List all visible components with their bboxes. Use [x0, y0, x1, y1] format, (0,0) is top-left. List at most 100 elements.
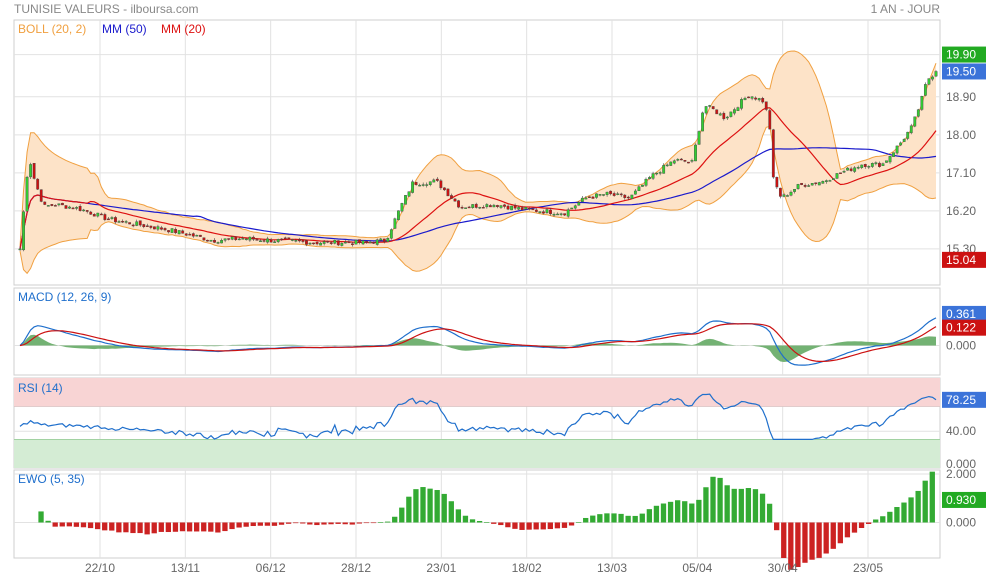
- candle-body: [22, 211, 25, 251]
- ewo-bar: [271, 522, 278, 526]
- ewo-bar: [370, 522, 377, 524]
- candle-body: [131, 224, 135, 227]
- x-tick-label: 22/10: [85, 561, 115, 575]
- chart-title: TUNISIE VALEURS - ilboursa.com: [14, 2, 199, 16]
- ewo-bar: [583, 517, 589, 523]
- ewo-bar: [222, 522, 228, 532]
- candle-body: [181, 230, 185, 234]
- candle-body: [810, 183, 814, 186]
- candle-body: [527, 208, 531, 210]
- ewo-bar: [894, 507, 900, 523]
- x-tick-label: 18/02: [512, 561, 542, 575]
- ewo-bar: [908, 497, 914, 523]
- ewo-bar: [745, 488, 752, 523]
- ewo-bar: [837, 522, 843, 544]
- ewo-bar: [682, 501, 688, 523]
- ewo-bar: [526, 522, 532, 530]
- ewo-bar: [257, 522, 263, 526]
- candle-body: [453, 198, 457, 202]
- candle-body: [57, 203, 61, 206]
- candle-body: [152, 226, 156, 230]
- ewo-bar: [328, 522, 334, 525]
- candle-body: [103, 214, 107, 220]
- candle-body: [520, 207, 524, 211]
- candle-body: [916, 109, 920, 117]
- candle-body: [697, 131, 701, 145]
- candle-body: [888, 156, 892, 163]
- candle-body: [372, 242, 376, 244]
- candle-body: [216, 242, 220, 244]
- ewo-bar: [830, 522, 836, 549]
- candle-body: [163, 228, 167, 231]
- panel-frame: [13, 19, 941, 286]
- ewo-bar: [229, 522, 235, 530]
- candle-body: [439, 180, 443, 189]
- candle-body: [496, 205, 499, 207]
- candle-body: [379, 238, 383, 241]
- ewo-bar: [519, 522, 525, 530]
- candle-body: [85, 210, 89, 212]
- candle-body: [188, 233, 192, 236]
- candle-body: [273, 241, 277, 243]
- candle-body: [471, 204, 475, 208]
- ewo-bar: [674, 500, 681, 523]
- ewo-bar: [165, 522, 172, 533]
- ewo-bar: [335, 522, 341, 524]
- candle-body: [464, 207, 468, 209]
- candle-body: [347, 241, 351, 244]
- candle-body: [209, 239, 213, 242]
- rsi-tick-label: 40.00: [946, 424, 976, 438]
- candle-body: [679, 158, 683, 161]
- candle-body: [312, 242, 315, 245]
- boll-fill: [20, 51, 936, 274]
- candle-body: [290, 239, 294, 241]
- candle-body: [78, 205, 82, 211]
- candle-body: [315, 241, 319, 245]
- ewo-histogram: [38, 471, 935, 570]
- candle-body: [252, 236, 255, 240]
- candle-body: [517, 207, 521, 210]
- candle-body: [605, 191, 609, 195]
- ewo-bar: [321, 522, 327, 525]
- ewo-bar: [144, 522, 150, 535]
- ewo-bar: [915, 490, 921, 523]
- candle-body: [658, 172, 662, 174]
- x-tick-label: 23/01: [426, 561, 456, 575]
- ewo-bar: [172, 522, 179, 532]
- candle-body: [655, 172, 659, 175]
- candle-body: [75, 207, 78, 209]
- price-tick-label: 18.90: [946, 90, 976, 104]
- value-marker-box: [942, 391, 986, 408]
- candle-body: [800, 182, 804, 185]
- candle-body: [99, 213, 103, 216]
- candle-body: [220, 240, 223, 244]
- candle-body: [542, 211, 545, 214]
- ewo-bar: [137, 522, 143, 534]
- ewo-bar: [590, 515, 596, 523]
- ewo-bar: [130, 522, 136, 534]
- ewo-bar: [45, 520, 51, 523]
- ewo-bar: [724, 485, 730, 523]
- ewo-bar: [533, 522, 539, 530]
- ewo-bar: [250, 522, 256, 527]
- ewo-bar: [413, 489, 419, 523]
- ewo-bar: [795, 522, 801, 568]
- candle-body: [718, 113, 722, 116]
- candle-body: [358, 239, 361, 243]
- candle-body: [584, 197, 588, 200]
- ewo-bar: [618, 513, 624, 523]
- legend-mm50: MM (50): [102, 22, 147, 36]
- candle-body: [662, 165, 666, 174]
- candle-body: [775, 176, 779, 188]
- candle-body: [786, 195, 789, 197]
- candle-body: [354, 239, 358, 245]
- candle-body: [202, 237, 206, 241]
- candle-body: [124, 221, 128, 223]
- candle-body: [588, 196, 591, 198]
- ewo-bar: [604, 513, 610, 523]
- candle-body: [283, 237, 287, 240]
- ewo-bar: [689, 503, 695, 523]
- candle-body: [863, 164, 867, 167]
